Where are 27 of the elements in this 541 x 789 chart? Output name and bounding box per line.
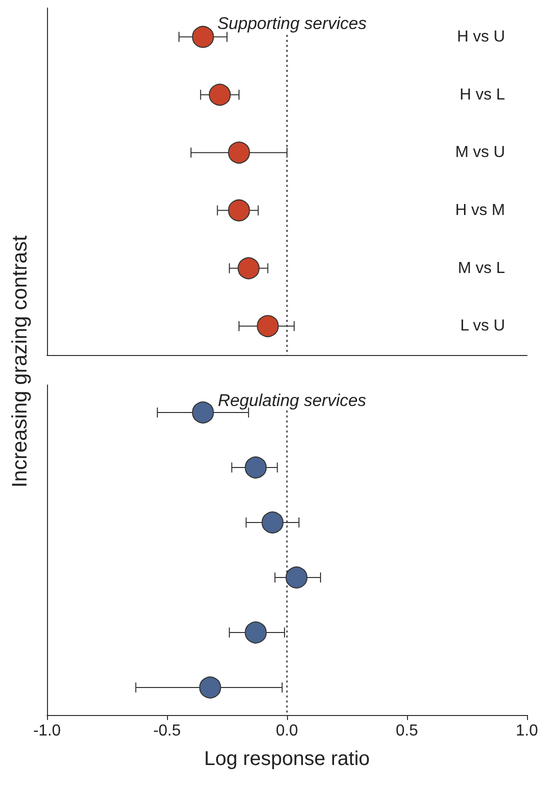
chart-title: Supporting services: [217, 14, 368, 33]
x-axis-title: Log response ratio: [204, 748, 370, 770]
point: [244, 456, 267, 478]
point: [208, 84, 231, 106]
x-tick-label: 0.5: [396, 722, 418, 740]
x-tick-label: -1.0: [33, 722, 61, 740]
y-tick-label: L vs U: [460, 318, 505, 335]
chart-title: Regulating services: [218, 391, 367, 410]
point: [244, 622, 267, 644]
point: [192, 402, 214, 424]
point: [286, 566, 308, 588]
x-tick-label: 0.0: [276, 722, 298, 740]
x-tick-label: 1.0: [516, 722, 538, 740]
point: [262, 512, 284, 534]
point: [238, 257, 260, 280]
x-tick-label: -0.5: [153, 722, 181, 740]
point: [192, 26, 214, 48]
y-tick-label: H vs U: [457, 28, 505, 46]
y-tick-label: M vs L: [458, 260, 506, 277]
y-tick-label: H vs L: [460, 86, 506, 104]
point: [228, 199, 250, 222]
point: [199, 676, 222, 698]
point: [256, 315, 279, 338]
y-tick-label: H vs M: [455, 202, 505, 219]
y-axis-title: Increasing grazing contrast: [8, 235, 32, 488]
y-tick-label: M vs U: [455, 144, 505, 162]
point: [228, 142, 250, 164]
